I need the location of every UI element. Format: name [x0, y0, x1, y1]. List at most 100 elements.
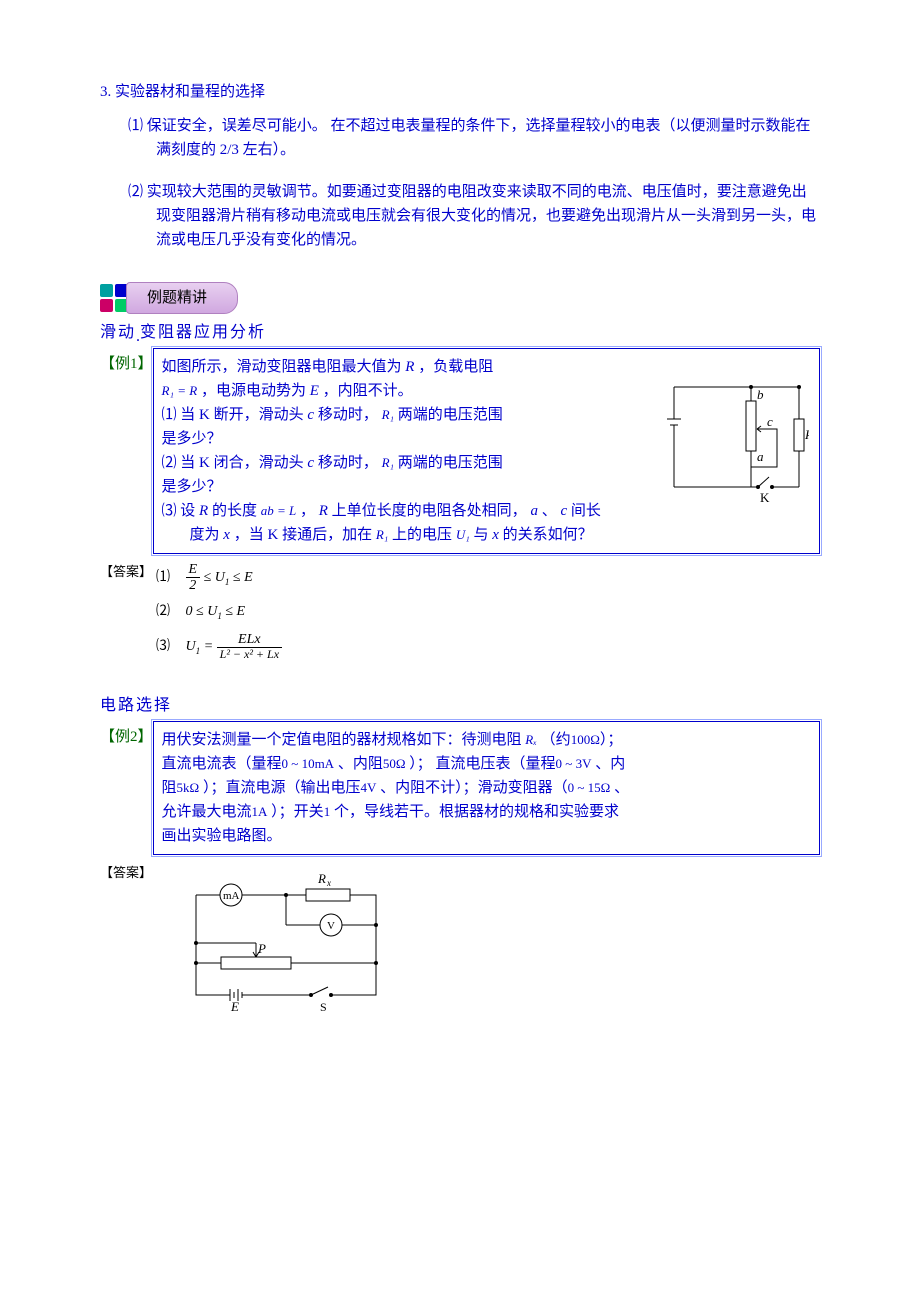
t: 、内阻 — [338, 756, 383, 772]
page: 3. 实验器材和量程的选择 ⑴ 保证安全，误差尽可能小。 在不超过电表量程的条件… — [0, 0, 920, 1055]
sym-R1: R₁ — [382, 407, 394, 422]
sym-R1: R₁ — [376, 527, 388, 542]
v: 100Ω — [571, 732, 600, 747]
t: 、 — [542, 503, 557, 519]
answer-2-label: 【答案】 — [100, 861, 152, 884]
grid-icon — [100, 284, 128, 312]
t: ，负载电阻 — [418, 359, 493, 375]
answer-1-3: ⑶ U1 = ELxL² − x² + Lx — [156, 632, 282, 662]
svg-text:V: V — [327, 920, 335, 932]
t: 上单位长度的电阻各处相同， — [332, 503, 527, 519]
t: 移动时， — [318, 455, 378, 471]
v: 4V — [360, 780, 376, 795]
t: 、内 — [595, 756, 625, 772]
example-1-answer: 【答案】 ⑴ E2 ≤ U1 ≤ E ⑵ 0 ≤ U1 ≤ E ⑶ U1 = E… — [100, 560, 820, 670]
t: 接通后，加在 — [282, 527, 372, 543]
t: 两端的电压范围 — [398, 455, 503, 471]
example-2: 【例2】 用伏安法测量一个定值电阻的器材规格如下：待测电阻 Rₓ （约100Ω）… — [100, 721, 820, 855]
svg-text:b: b — [757, 387, 764, 402]
t: 断开，滑动头 — [214, 407, 304, 423]
t: 上的电压 — [392, 527, 452, 543]
example-1: 【例1】 — [100, 348, 820, 554]
sym-R: R — [405, 359, 414, 375]
sym-R: R — [199, 503, 208, 519]
t: ）；直流电源（输出电压 — [203, 780, 361, 796]
item-1-text: 保证安全，误差尽可能小。 在不超过电表量程的条件下，选择量程较小的电表（以便测量… — [147, 118, 811, 158]
sym-R1R: R₁ = R — [162, 383, 198, 398]
sym-x: x — [492, 527, 499, 543]
fd: L² − x² + Lx — [217, 648, 282, 661]
t: ， — [300, 503, 315, 519]
t: 的关系如何？ — [503, 527, 593, 543]
t: 闭合，滑动头 — [214, 455, 304, 471]
ex2-line-5: 画出实验电路图。 — [162, 824, 811, 848]
example-2-answer: 【答案】 — [100, 861, 820, 1015]
t: ，内阻不计。 — [323, 383, 413, 399]
fn: E — [186, 562, 201, 578]
t: 移动时， — [318, 407, 378, 423]
m: ≤ U — [204, 570, 225, 585]
svg-text:R: R — [317, 871, 326, 886]
svg-text:c: c — [767, 414, 773, 429]
t: 两端的电压范围 — [398, 407, 503, 423]
sym-c: c — [307, 407, 314, 423]
topic-1-title: 滑动.变阻器应用分析 — [100, 320, 820, 346]
svg-text:S: S — [320, 1000, 327, 1014]
fd: 2 — [186, 578, 201, 593]
example-1-circuit-diagram: b c a K R 1 — [659, 357, 809, 507]
ex1-line-8: 度为 x ，当 K 接通后，加在 R₁ 上的电压 U₁ 与 x 的关系如何？ — [162, 523, 811, 547]
ex2-line-4: 允许最大电流1A ）；开关1 个，导线若干。根据器材的规格和实验要求 — [162, 800, 811, 824]
a: 0 ≤ U — [186, 604, 218, 619]
t: （约 — [541, 732, 571, 748]
v: 1A — [252, 804, 268, 819]
sym-abL: ab = L — [261, 503, 297, 518]
section-3-title: 实验器材和量程的选择 — [115, 84, 265, 100]
section-3-item-1: ⑴ 保证安全，误差尽可能小。 在不超过电表量程的条件下，选择量程较小的电表（以便… — [100, 114, 820, 162]
sym-a: a — [530, 503, 538, 519]
svg-text:K: K — [760, 490, 770, 505]
svg-text:a: a — [757, 449, 764, 464]
answer-1-body: ⑴ E2 ≤ U1 ≤ E ⑵ 0 ≤ U1 ≤ E ⑶ U1 = ELxL² … — [152, 560, 282, 670]
sym-Rx: Rₓ — [525, 732, 537, 747]
t: ，当 — [234, 527, 264, 543]
ex2-line-3: 阻5kΩ ）；直流电源（输出电压4V 、内阻不计）；滑动变阻器（0 ~ 15Ω … — [162, 776, 811, 800]
section-3-item-2: ⑵ 实现较大范围的灵敏调节。如要通过变阻器的电阻改变来读取不同的电流、电压值时，… — [100, 180, 820, 252]
t: 阻 — [162, 780, 177, 796]
sym-x: x — [223, 527, 230, 543]
v: 0 ~ 3V — [556, 756, 592, 771]
sym-R: R — [319, 503, 328, 519]
answer-2-body: mA V Rx P E S — [152, 861, 406, 1015]
topic-1-title-b: 变阻器应用分析 — [140, 324, 266, 341]
topic-2-title: 电路选择 — [100, 693, 820, 719]
example-1-box: b c a K R 1 如图所示，滑动变阻器电阻最大值为 R ，负载电阻 R₁ … — [153, 348, 820, 554]
t: 个，导线若干。根据器材的规格和实验要求 — [334, 804, 619, 820]
sym-E: E — [310, 383, 319, 399]
sym-c: c — [560, 503, 567, 519]
eq: = — [200, 639, 216, 654]
t: ⑶ 设 — [162, 503, 196, 519]
t: ⑴ 当 — [162, 407, 196, 423]
u: U — [186, 639, 196, 654]
ex2-line-1: 用伏安法测量一个定值电阻的器材规格如下：待测电阻 Rₓ （约100Ω）； — [162, 728, 811, 752]
e: ≤ E — [229, 570, 252, 585]
example-2-label: 【例2】 — [100, 721, 153, 749]
t: ）；开关 — [271, 804, 324, 820]
sym-K: K — [267, 527, 278, 543]
item-2-num: ⑵ — [128, 184, 143, 200]
topic-1-title-dot: . — [136, 328, 140, 345]
t: 、 — [614, 780, 629, 796]
example-1-label: 【例1】 — [100, 348, 153, 376]
item-1-num: ⑴ — [128, 118, 143, 134]
t: 用伏安法测量一个定值电阻的器材规格如下：待测电阻 — [162, 732, 522, 748]
topic-1-title-a: 滑动 — [100, 324, 136, 341]
answer-1-label: 【答案】 — [100, 560, 152, 583]
t: 间长 — [571, 503, 601, 519]
t: 直流电流表（量程 — [162, 756, 282, 772]
examples-header: 例题精讲 — [100, 282, 820, 314]
section-3-heading: 3. 实验器材和量程的选择 — [100, 80, 820, 104]
t: ）； — [600, 732, 623, 748]
b: ≤ E — [222, 604, 245, 619]
example-2-box: 用伏安法测量一个定值电阻的器材规格如下：待测电阻 Rₓ （约100Ω）； 直流电… — [153, 721, 820, 855]
section-3-num: 3. — [100, 84, 111, 100]
v: 0 ~ 15Ω — [568, 780, 611, 795]
